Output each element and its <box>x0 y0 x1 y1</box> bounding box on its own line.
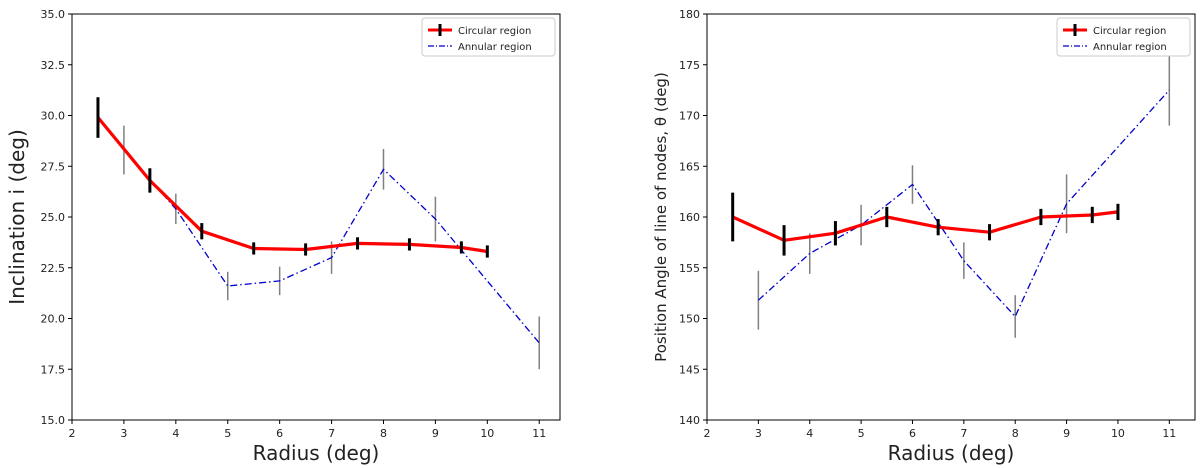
chart-series <box>731 54 1171 338</box>
series-line-annular <box>757 89 1170 318</box>
y-tick-label: 170 <box>679 110 700 123</box>
x-tick-label: 4 <box>172 427 179 440</box>
plot-area-frame <box>71 13 561 421</box>
x-tick-label: 2 <box>69 427 76 440</box>
x-tick-label: 7 <box>960 427 967 440</box>
legend-label-circular: Circular region <box>1093 26 1166 37</box>
series-line-annular <box>123 149 540 344</box>
position-angle-chart: 2 3 4 5 6 7 8 9 10 11140145150155160165170175180 … <box>652 8 1196 465</box>
y-tick-label: 160 <box>679 211 700 224</box>
y-tick-label: 25.0 <box>41 211 66 224</box>
legend: Circular region Annular region <box>1056 17 1191 57</box>
x-tick-label: 6 <box>276 427 283 440</box>
y-tick-label: 32.5 <box>41 59 66 72</box>
legend-box <box>421 17 556 57</box>
series-line-circular <box>96 116 488 254</box>
y-tick-label: 165 <box>679 160 700 173</box>
y-tick-label: 30.0 <box>41 110 66 123</box>
y-tick-label: 150 <box>679 313 700 326</box>
x-tick-label: 4 <box>806 427 813 440</box>
y-tick-label: 140 <box>679 414 700 427</box>
y-tick-label: 155 <box>679 262 700 275</box>
y-axis-label: Inclination i (deg) <box>5 129 29 305</box>
legend-label-circular: Circular region <box>458 26 531 37</box>
y-tick-label: 35.0 <box>41 8 66 21</box>
y-tick-label: 20.0 <box>41 313 66 326</box>
plot-area-frame <box>706 13 1196 421</box>
chart-ticks: 2 3 4 5 6 7 8 9 10 11 140 145 150 155 160 165 170 175 180 <box>679 8 1176 440</box>
legend-label-annular: Annular region <box>1093 42 1167 53</box>
legend-box <box>1056 17 1191 57</box>
y-axis-label: Position Angle of line of nodes, θ (deg) <box>652 72 670 362</box>
y-tick-label: 22.5 <box>41 262 66 275</box>
x-tick-label: 2 <box>704 427 711 440</box>
x-tick-label: 6 <box>909 427 916 440</box>
x-tick-label: 3 <box>120 427 127 440</box>
x-tick-label: 10 <box>480 427 494 440</box>
y-tick-label: 15.0 <box>41 414 66 427</box>
x-tick-label: 9 <box>1063 427 1070 440</box>
x-tick-label: 8 <box>380 427 387 440</box>
x-tick-label: 11 <box>532 427 546 440</box>
x-axis-label: Radius (deg) <box>253 441 380 465</box>
x-tick-label: 7 <box>328 427 335 440</box>
inclination-chart: 2 3 4 5 6 7 8 9 10 11 15.0 17.5 20.0 22.5 25.0 27.5 30.0… <box>5 8 561 465</box>
x-tick-label: 8 <box>1012 427 1019 440</box>
x-tick-label: 11 <box>1162 427 1176 440</box>
x-tick-label: 9 <box>432 427 439 440</box>
legend-label-annular: Annular region <box>458 42 532 53</box>
chart-series <box>96 97 540 370</box>
y-tick-label: 175 <box>679 59 700 72</box>
x-axis-label: Radius (deg) <box>888 441 1015 465</box>
chart-ticks: 2 3 4 5 6 7 8 9 10 11 15.0 17.5 20.0 22.5 25.0 27.5 30.0… <box>41 8 547 440</box>
x-tick-label: 5 <box>858 427 865 440</box>
y-tick-label: 17.5 <box>41 363 66 376</box>
series-line-circular <box>732 210 1119 242</box>
x-tick-label: 10 <box>1111 427 1125 440</box>
y-tick-label: 180 <box>679 8 700 21</box>
y-tick-label: 27.5 <box>41 160 66 173</box>
legend: Circular region Annular region <box>421 17 556 57</box>
y-tick-label: 145 <box>679 363 700 376</box>
x-tick-label: 5 <box>224 427 231 440</box>
x-tick-label: 3 <box>755 427 762 440</box>
